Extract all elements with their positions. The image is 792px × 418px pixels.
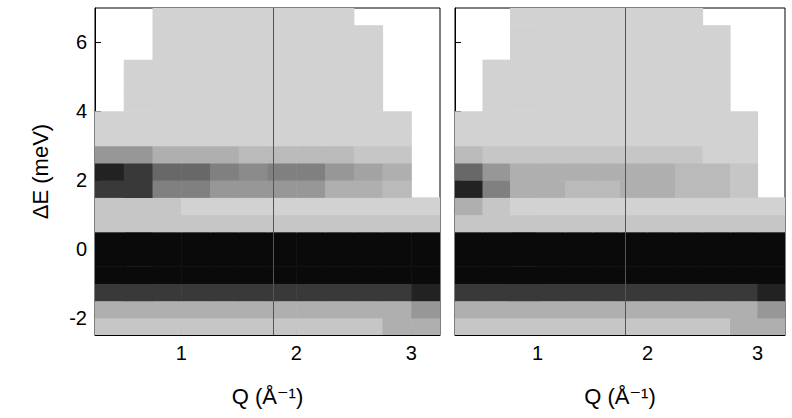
svg-text:4: 4 <box>76 100 87 122</box>
svg-text:3: 3 <box>752 342 763 364</box>
svg-text:2: 2 <box>291 342 302 364</box>
svg-text:-2: -2 <box>69 307 87 329</box>
svg-text:6: 6 <box>76 31 87 53</box>
svg-text:0: 0 <box>76 238 87 260</box>
svg-text:1: 1 <box>176 342 187 364</box>
svg-text:Q (Å⁻¹): Q (Å⁻¹) <box>232 384 304 409</box>
svg-text:Q (Å⁻¹): Q (Å⁻¹) <box>584 384 656 409</box>
svg-text:1: 1 <box>532 342 543 364</box>
svg-text:2: 2 <box>642 342 653 364</box>
svg-text:ΔE (meV): ΔE (meV) <box>28 124 53 219</box>
svg-text:2: 2 <box>76 169 87 191</box>
svg-text:3: 3 <box>406 342 417 364</box>
